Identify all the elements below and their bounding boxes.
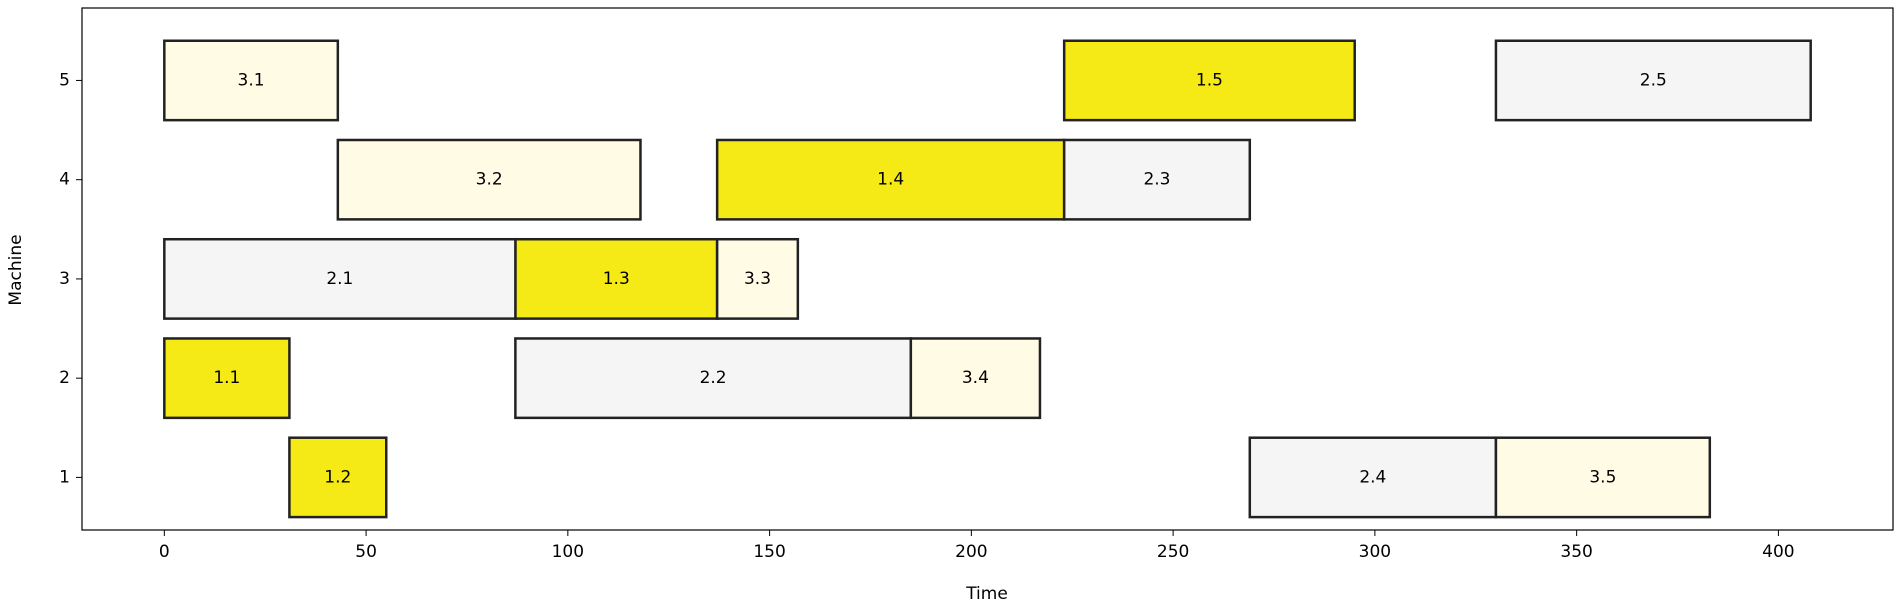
task-bar — [1062, 138, 1252, 221]
y-tick-label: 5 — [59, 70, 70, 90]
x-tick-label: 150 — [753, 542, 785, 562]
task-bar — [163, 337, 291, 420]
task-bar — [1494, 436, 1712, 519]
task-bar — [1494, 39, 1812, 122]
x-tick-label: 200 — [955, 542, 987, 562]
task-bar — [1062, 39, 1356, 122]
task-label: 2.4 — [1359, 467, 1386, 487]
y-tick-label: 1 — [59, 467, 70, 487]
task-label: 2.2 — [700, 368, 727, 388]
task-label: 2.1 — [326, 269, 353, 289]
task-label: 1.5 — [1196, 70, 1223, 90]
task-bar — [514, 237, 719, 320]
x-tick-label: 50 — [355, 542, 377, 562]
task-label: 3.5 — [1589, 467, 1616, 487]
x-tick-label: 300 — [1359, 542, 1391, 562]
task-bar — [909, 337, 1042, 420]
task-bar — [163, 237, 517, 320]
task-label: 2.3 — [1143, 170, 1170, 190]
task-bar — [1248, 436, 1498, 519]
task-bar — [514, 337, 913, 420]
task-bar — [288, 436, 388, 519]
task-label: 3.1 — [238, 70, 265, 90]
task-label: 1.3 — [603, 269, 630, 289]
task-label: 1.2 — [324, 467, 351, 487]
x-tick-label: 100 — [552, 542, 584, 562]
x-tick-label: 350 — [1560, 542, 1592, 562]
task-label: 3.2 — [476, 170, 503, 190]
task-bar — [163, 39, 340, 122]
x-tick-label: 250 — [1157, 542, 1189, 562]
y-tick-label: 2 — [59, 368, 70, 388]
task-bar — [336, 138, 642, 221]
plot-frame — [81, 7, 1894, 531]
task-label: 1.1 — [213, 368, 240, 388]
task-label: 1.4 — [877, 170, 904, 190]
task-label: 3.4 — [962, 368, 989, 388]
y-tick-label: 3 — [59, 269, 70, 289]
x-axis-label: Time — [965, 584, 1008, 604]
task-bar — [715, 237, 800, 320]
y-tick-label: 4 — [59, 170, 70, 190]
x-tick-label: 0 — [159, 542, 170, 562]
task-label: 2.5 — [1640, 70, 1667, 90]
task-label: 3.3 — [744, 269, 771, 289]
x-tick-label: 400 — [1762, 542, 1794, 562]
y-axis-label: Machine — [6, 234, 26, 305]
